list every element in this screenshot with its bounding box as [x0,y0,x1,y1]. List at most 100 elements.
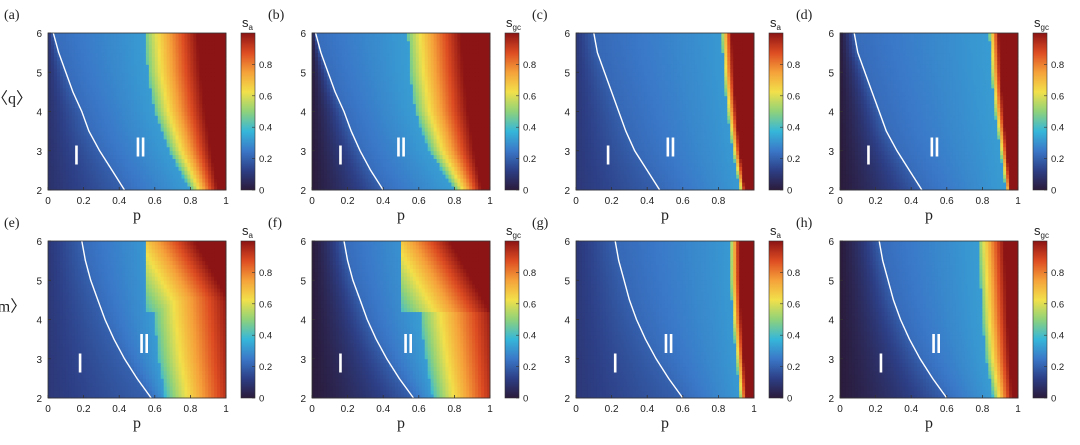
heatmap-cell [137,111,141,116]
heatmap-cell [86,80,90,85]
heatmap-cell [481,95,485,101]
heatmap-cell [145,48,150,54]
heatmap-cell [95,60,99,65]
heatmap-cell [344,107,348,112]
heatmap-cell [142,111,147,116]
heatmap-cell [576,138,580,144]
heatmap-cell [481,182,485,187]
heatmap-cell [223,119,227,124]
heatmap-cell [80,80,84,85]
heatmap-cell [415,95,420,101]
heatmap-cell [359,154,363,160]
heatmap-cell [406,174,411,179]
heatmap-cell [160,111,165,116]
heatmap-cell [199,115,203,120]
heatmap-cell [95,115,99,120]
heatmap-cell [196,115,200,120]
heatmap-cell [314,162,319,167]
heatmap-cell [320,103,325,108]
heatmap-cell [148,119,153,124]
heatmap-cell [454,138,458,144]
heatmap-cell [445,174,449,179]
heatmap-cell [457,87,461,93]
heatmap-cell [380,174,384,179]
heatmap-cell [220,84,224,89]
heatmap-cell [439,64,443,69]
heatmap-cell [374,150,378,156]
heatmap-cell [74,76,79,81]
heatmap-cell [125,60,129,65]
heatmap-cell [214,115,218,120]
heatmap-cell [344,142,348,148]
heatmap-cell [68,76,73,81]
heatmap-cell [184,44,188,50]
heatmap-cell [406,40,411,46]
heatmap-cell [454,76,458,81]
heatmap-cell [439,103,443,108]
heatmap-cell [421,170,426,175]
heatmap-cell [415,99,420,105]
heatmap-cell [184,91,188,97]
heatmap-cell [139,84,144,89]
heatmap-cell [125,186,129,191]
heatmap-cell [74,91,79,97]
heatmap-cell [80,60,84,65]
heatmap-cell [107,33,111,38]
heatmap-cell [403,166,408,171]
heatmap-cell [199,33,203,38]
heatmap-cell [139,87,144,93]
heatmap-cell [56,158,61,163]
heatmap-cell [395,123,399,128]
heatmap-cell [92,150,96,156]
heatmap-cell [347,111,351,116]
heatmap-cell [122,80,126,85]
heatmap-cell [415,158,420,163]
heatmap-cell [314,44,319,50]
heatmap-cell [412,170,417,175]
heatmap-cell [581,103,586,108]
heatmap-cell [392,158,396,163]
heatmap-cell [406,127,411,132]
heatmap-cell [377,33,381,38]
heatmap-cell [217,60,221,65]
heatmap-cell [344,111,348,116]
heatmap-cell [89,68,93,73]
heatmap-cell [98,123,102,128]
heatmap-cell [166,162,171,167]
heatmap-cell [62,76,67,81]
heatmap-cell [445,80,449,85]
heatmap-cell [347,64,351,69]
heatmap-cell [368,154,372,160]
heatmap-cell [98,119,102,124]
heatmap-panel-1: (a)ⅠⅡ00.20.40.60.8123456p〈q〉00.20.40.60.… [0,8,272,224]
heatmap-cell [86,178,90,183]
heatmap-cell [430,87,435,93]
heatmap-cell [353,64,357,69]
heatmap-cell [220,68,224,73]
heatmap-cell [576,56,580,61]
heatmap-cell [101,150,105,156]
heatmap-cell [142,182,147,187]
heatmap-cell [199,186,203,191]
heatmap-cell [484,36,488,42]
heatmap-cell [401,182,405,187]
heatmap-cell [104,80,108,85]
heatmap-cell [190,91,194,97]
heatmap-cell [113,166,117,171]
heatmap-cell [374,87,378,93]
heatmap-cell [365,142,369,148]
heatmap-cell [65,111,70,116]
heatmap-cell [48,115,52,120]
heatmap-cell [190,56,194,61]
heatmap-cell [157,142,162,148]
heatmap-cell [329,103,334,108]
heatmap-cell [145,107,150,112]
heatmap-cell [160,127,165,132]
colorbar-label: sa [242,15,254,32]
heatmap-cell [119,52,123,57]
heatmap-cell [454,44,458,50]
heatmap-cell [460,154,464,160]
heatmap-cell [469,174,473,179]
heatmap-cell [395,68,399,73]
heatmap-cell [353,166,357,171]
